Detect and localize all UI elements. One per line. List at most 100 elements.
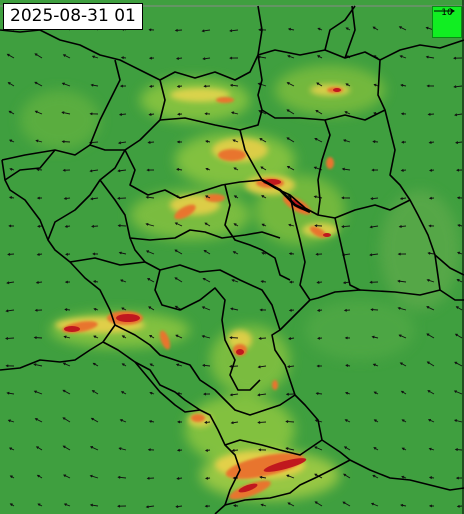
wind-arrow-head [230, 421, 234, 425]
wind-arrow [202, 335, 211, 339]
wind-arrow-head [456, 168, 460, 172]
wind-arrow-head [232, 139, 236, 142]
wind-arrow-head [344, 419, 348, 422]
wind-arrow-head [33, 336, 37, 340]
wind-arrow-head [288, 223, 292, 227]
wind-arrow [426, 333, 435, 339]
wind-arrow-head [373, 419, 377, 423]
wind-arrow-head [5, 337, 9, 340]
wind-arrow [342, 168, 351, 171]
wind-arrow [118, 141, 127, 144]
wind-arrow-head [63, 503, 67, 506]
wind-arrow [90, 475, 99, 479]
wind-arrow [174, 277, 183, 283]
region-border-20 [324, 5, 356, 51]
wind-arrow [315, 501, 323, 507]
wind-arrow-head [148, 56, 153, 60]
wind-arrow [204, 250, 211, 255]
wind-arrow-head [147, 140, 151, 144]
region-border-27 [344, 5, 356, 59]
wind-arrow-head [35, 139, 39, 143]
wind-arrow [287, 166, 295, 171]
wind-arrow [454, 85, 463, 88]
wind-arrow-head [120, 279, 124, 283]
wind-arrow-head [9, 139, 13, 143]
wind-arrow-head [317, 27, 321, 31]
wind-arrow-head [316, 280, 320, 284]
wind-arrow-head [6, 53, 10, 57]
wind-arrow-head [342, 501, 346, 505]
wind-arrow-head [229, 364, 233, 368]
wind-arrow-head [204, 112, 208, 116]
wind-arrow [231, 111, 239, 115]
wind-arrow [316, 82, 323, 87]
wind-arrow-head [370, 502, 375, 506]
wind-arrow-head [230, 307, 234, 311]
wind-arrow-head [146, 278, 150, 281]
wind-arrow [62, 417, 71, 423]
wind-arrow-head [148, 335, 153, 338]
region-border-15 [134, 361, 201, 411]
wind-arrow-head [369, 253, 373, 257]
wind-arrow-head [229, 336, 233, 340]
wind-arrow-head [175, 505, 179, 509]
wind-arrow [232, 279, 239, 283]
wind-arrow-head [288, 252, 292, 256]
wind-arrow [455, 141, 463, 144]
wind-arrow-head [174, 222, 178, 225]
wind-arrow-head [316, 82, 320, 86]
wind-arrow-head [91, 390, 95, 393]
wind-arrow-head [258, 110, 262, 113]
wind-arrow-head [232, 251, 236, 254]
wind-arrow [427, 390, 435, 395]
wind-arrow [230, 29, 239, 32]
wind-arrow [91, 225, 99, 227]
wind-arrow-head [64, 280, 69, 284]
wind-arrow [63, 474, 71, 479]
wind-arrow-head [117, 475, 121, 479]
wind-arrow [7, 392, 15, 395]
wind-arrow [371, 309, 379, 311]
wind-arrow-head [454, 113, 458, 117]
wind-arrow-head [315, 392, 319, 395]
wind-arrow-head [344, 391, 349, 395]
wind-arrow-head [90, 417, 94, 421]
wind-arrow [175, 29, 183, 31]
wind-arrow-head [35, 281, 39, 284]
wind-arrow [286, 109, 295, 115]
wind-arrow-head [343, 139, 347, 143]
wind-arrow-head [400, 503, 404, 507]
wind-arrow [202, 364, 211, 367]
wind-arrow-head [202, 277, 206, 281]
wind-arrow [230, 337, 239, 339]
wind-arrow-head [177, 112, 181, 116]
wind-arrow-head [343, 308, 347, 312]
wind-arrow-head [61, 82, 65, 86]
wind-arrow [119, 252, 127, 255]
wind-arrow-head [62, 54, 66, 57]
wind-arrow-head [231, 111, 235, 115]
wind-arrow [314, 195, 323, 199]
field-red [64, 88, 341, 493]
wind-arrow-head [345, 364, 349, 368]
wind-arrow-head [62, 168, 66, 172]
wind-arrow [399, 225, 407, 228]
wind-arrow-head [426, 278, 430, 282]
wind-arrow-head [397, 306, 401, 310]
wind-arrow-head [63, 197, 67, 200]
wind-arrow-head [63, 335, 67, 339]
wind-arrow [260, 476, 267, 479]
wind-arrow-head [204, 420, 208, 424]
wind-arrow [454, 361, 463, 367]
country-outline [1, 5, 441, 506]
wind-arrow-head [174, 28, 178, 32]
wind-arrow [287, 365, 295, 368]
wind-arrow-head [89, 474, 93, 478]
wind-arrow-head [401, 475, 405, 479]
wind-arrow-head [205, 140, 209, 143]
wind-arrow [146, 505, 155, 508]
wind-arrow-head [145, 222, 149, 226]
wind-arrow [371, 503, 379, 507]
wind-arrow-head [286, 137, 290, 141]
wind-arrow-head [201, 335, 205, 338]
